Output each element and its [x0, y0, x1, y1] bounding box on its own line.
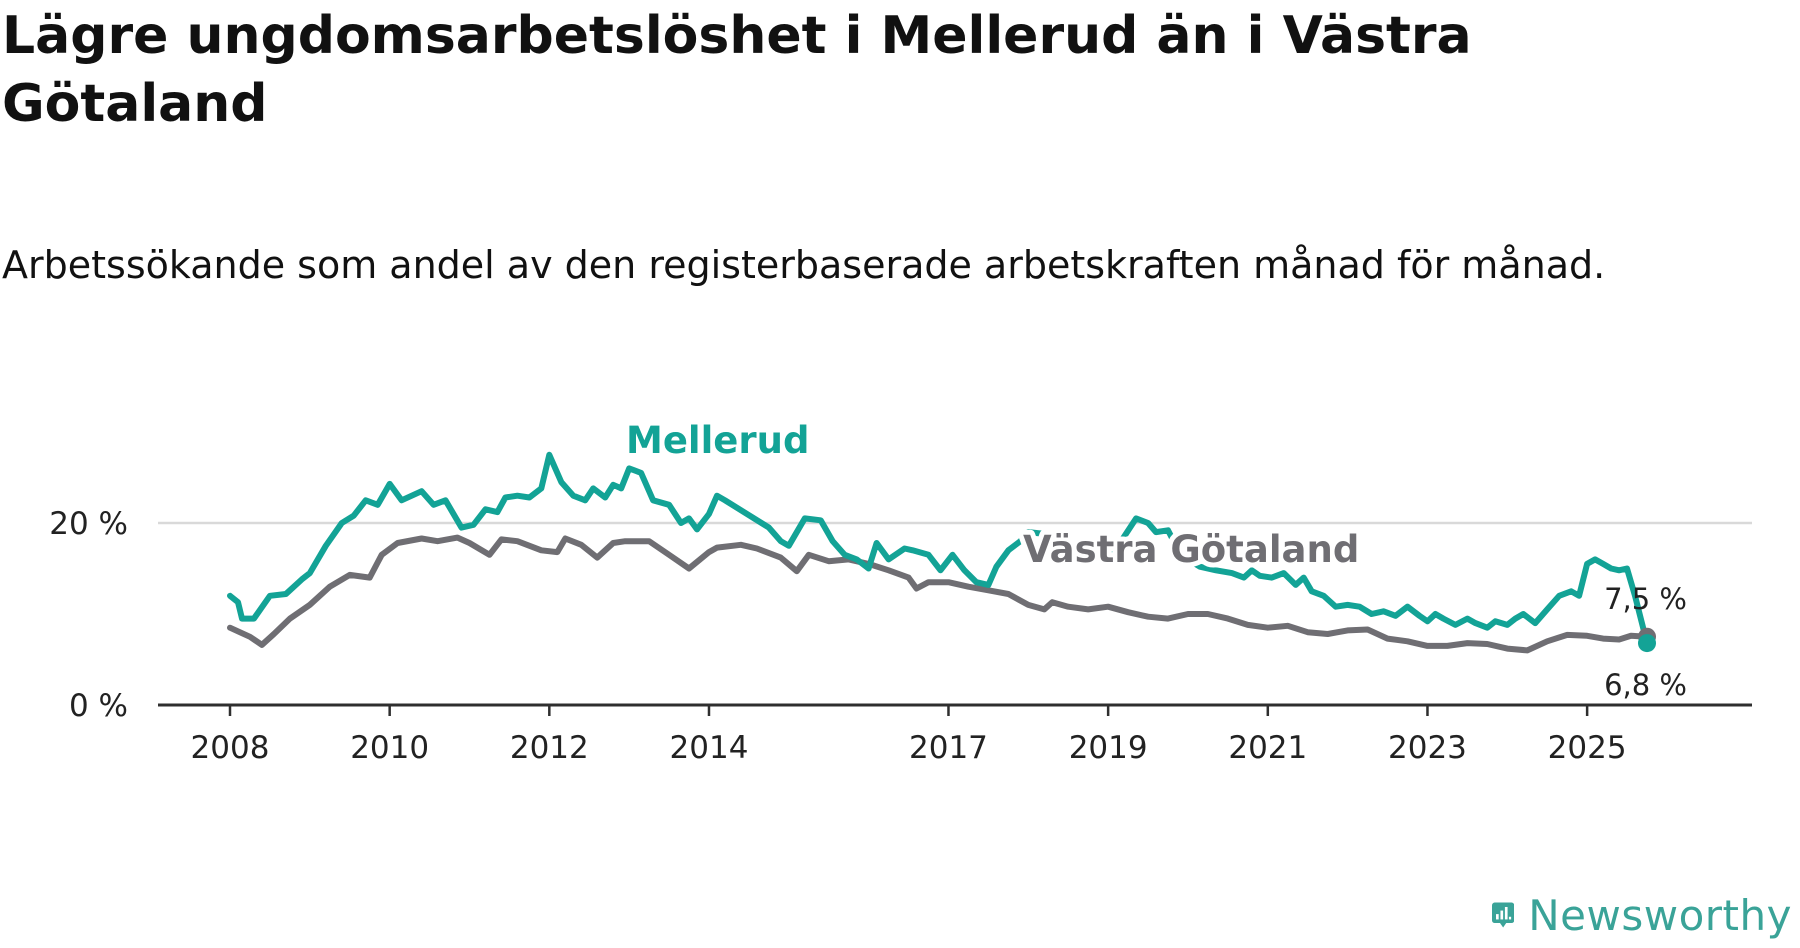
end-value-label: 6,8 %: [1604, 668, 1687, 702]
x-tick-label: 2019: [1069, 730, 1148, 766]
series-label-mellerud: Mellerud: [626, 419, 809, 462]
series-label-v-stra-g-taland: Västra Götaland: [1023, 528, 1359, 571]
end-value-label: 7,5 %: [1604, 582, 1687, 616]
x-tick-label: 2012: [510, 730, 589, 766]
brand-name: Newsworthy: [1528, 890, 1792, 940]
x-tick-label: 2025: [1548, 730, 1627, 766]
newsworthy-logo-icon: [1492, 902, 1515, 928]
x-tick-label: 2008: [191, 730, 270, 766]
series-label-halo: Mellerud: [626, 419, 809, 462]
line-chart: 0 % 20 % 2008 2010 2012 2014 2017 2019 2021 2023 2…: [49, 414, 1752, 766]
x-tick-label: 2021: [1228, 730, 1307, 766]
x-tick-label: 2017: [909, 730, 988, 766]
chart-title: Lägre ungdomsarbetslöshet i Mellerud än …: [2, 6, 1472, 134]
brand-logo: Newsworthy: [1492, 884, 1792, 946]
x-tick-label: 2023: [1388, 730, 1467, 766]
end-point-dot: [1638, 634, 1656, 653]
series-label-halo: Västra Götaland: [1023, 528, 1359, 571]
series-line-v-stra-g-taland: [227, 534, 1650, 654]
series-line-mellerud: [227, 451, 1650, 647]
y-tick-label: 20 %: [49, 506, 128, 542]
x-tick-label: 2014: [670, 730, 749, 766]
x-tick-label: 2010: [350, 730, 429, 766]
y-tick-label: 0 %: [69, 688, 128, 724]
chart-subtitle: Arbetssökande som andel av den registerb…: [2, 243, 1606, 287]
